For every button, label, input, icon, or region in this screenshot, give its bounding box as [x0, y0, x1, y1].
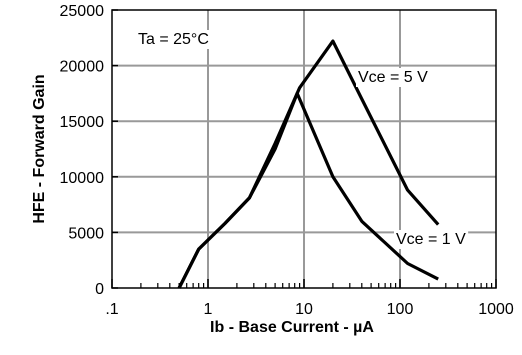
x-axis-title: Ib - Base Current - µA: [210, 319, 374, 336]
x-tick-label: 100: [387, 301, 414, 318]
series-label-vce1-bg: [394, 230, 469, 249]
x-tick-label: .1: [105, 301, 118, 318]
series-label-vce5-bg: [356, 68, 431, 87]
series-line-vce1: [177, 91, 439, 289]
series-label-vce5: Vce = 5 V: [358, 69, 428, 86]
y-tick-label: 0: [95, 281, 104, 298]
series-label-vce1: Vce = 1 V: [396, 231, 466, 248]
y-tick-label: 25000: [60, 3, 105, 20]
y-tick-labels: 0 5000 10000 15000 20000 25000: [60, 3, 105, 298]
plot-frame: [111, 9, 497, 289]
condition-label-bg: [136, 30, 211, 49]
condition-label: Ta = 25°C: [138, 31, 209, 48]
x-tick-label: 1: [204, 301, 213, 318]
y-tick-label: 15000: [60, 114, 105, 131]
y-tick-label: 20000: [60, 59, 105, 76]
y-tick-label: 5000: [68, 225, 104, 242]
y-tick-label: 10000: [60, 170, 105, 187]
x-tick-label: 1000: [478, 301, 514, 318]
y-axis-title: HFE - Forward Gain: [31, 74, 48, 223]
x-tick-label: 10: [295, 301, 313, 318]
x-tick-labels: .1 1 10 100 1000: [105, 301, 514, 318]
series-layer: [177, 39, 440, 289]
